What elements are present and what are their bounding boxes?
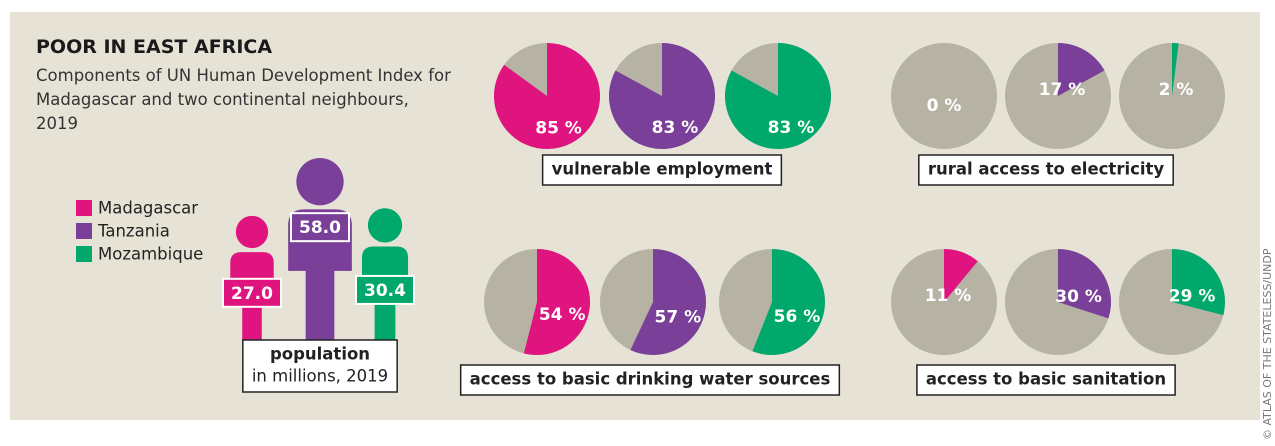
- value-label: 0 %: [927, 96, 962, 116]
- pie-slice: [1058, 43, 1105, 96]
- value-label: 27.0: [231, 284, 273, 304]
- value-label: 58.0: [299, 218, 341, 238]
- value-box: [222, 277, 282, 308]
- legend-swatch: [76, 223, 92, 239]
- pie-slice: [494, 43, 600, 149]
- value-label: 83 %: [768, 118, 815, 138]
- caption-title: rural access to electricity: [928, 160, 1165, 179]
- pie-background: [891, 43, 997, 149]
- legend-label: Tanzania: [97, 222, 170, 241]
- caption-title: vulnerable employment: [552, 160, 773, 179]
- pie-slice: [608, 43, 715, 149]
- pie-slice: [1172, 249, 1225, 316]
- value-label: 85 %: [535, 119, 582, 139]
- value-label: 57 %: [655, 308, 702, 328]
- legend-label: Mozambique: [98, 245, 203, 264]
- pie-slice: [523, 249, 591, 355]
- pie-slice: [1172, 43, 1179, 96]
- value-label: 56 %: [774, 307, 821, 327]
- value-label: 17 %: [1039, 80, 1086, 100]
- caption: population in millions, 2019: [242, 339, 398, 393]
- caption-box: [918, 154, 1174, 186]
- caption: access to basic sanitation: [916, 364, 1176, 396]
- value-label: 30.4: [364, 281, 406, 301]
- value-label: 54 %: [539, 305, 586, 325]
- caption-box: [459, 364, 841, 396]
- person-figure: [361, 208, 409, 340]
- pie-slice: [725, 43, 832, 149]
- pie-slice: [944, 249, 978, 302]
- caption: access to basic drinking water sources: [459, 364, 841, 396]
- value-label: 30 %: [1055, 287, 1102, 307]
- caption: rural access to electricity: [918, 154, 1174, 186]
- legend-swatch: [76, 200, 92, 216]
- subtitle: Components of UN Human Development Index…: [36, 66, 451, 133]
- pie-slice: [630, 249, 707, 356]
- value-label: 2 %: [1159, 80, 1194, 100]
- caption-title: access to basic sanitation: [926, 370, 1166, 389]
- pie-slice: [752, 249, 825, 355]
- figure-head: [235, 215, 269, 249]
- value-label: 11 %: [925, 286, 972, 306]
- caption-box: [541, 154, 783, 186]
- caption-title: access to basic drinking water sources: [470, 370, 831, 389]
- pie-slice: [1058, 249, 1112, 319]
- caption-title: population: [270, 345, 370, 364]
- figure-head: [367, 208, 403, 243]
- credit: © ATLAS OF THE STATELESS/UNDP: [1261, 248, 1274, 440]
- value-label: 83 %: [652, 118, 699, 138]
- value-label: 29 %: [1169, 286, 1216, 306]
- caption-box: [916, 364, 1176, 396]
- legend-swatch: [76, 246, 92, 262]
- figure-head: [296, 158, 344, 206]
- caption-box: [242, 339, 398, 393]
- legend-label: Madagascar: [98, 199, 198, 218]
- value-box: [355, 274, 415, 305]
- caption: vulnerable employment: [541, 154, 783, 186]
- value-box: [290, 212, 350, 243]
- person-figure: [288, 158, 352, 340]
- caption-subtitle: in millions, 2019: [252, 367, 388, 386]
- title: POOR IN EAST AFRICA: [36, 36, 273, 58]
